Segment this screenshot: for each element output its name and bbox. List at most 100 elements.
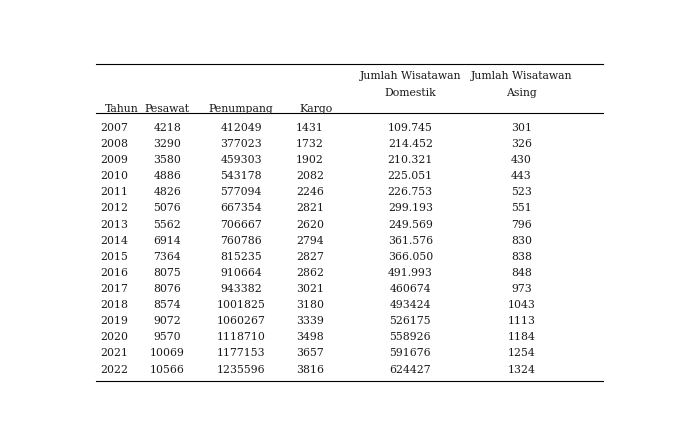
Text: 9072: 9072 xyxy=(153,316,181,326)
Text: 225.051: 225.051 xyxy=(388,171,433,181)
Text: 1902: 1902 xyxy=(296,155,324,165)
Text: Penumpang: Penumpang xyxy=(209,104,273,114)
Text: 2082: 2082 xyxy=(296,171,324,181)
Text: 1324: 1324 xyxy=(507,364,535,375)
Text: 299.193: 299.193 xyxy=(388,203,433,213)
Text: 366.050: 366.050 xyxy=(387,252,433,262)
Text: 591676: 591676 xyxy=(389,348,431,358)
Text: 551: 551 xyxy=(511,203,532,213)
Text: 443: 443 xyxy=(511,171,532,181)
Text: 526175: 526175 xyxy=(389,316,431,326)
Text: 2010: 2010 xyxy=(100,171,128,181)
Text: 459303: 459303 xyxy=(220,155,262,165)
Text: 210.321: 210.321 xyxy=(387,155,433,165)
Text: 2794: 2794 xyxy=(296,235,324,245)
Text: Domestik: Domestik xyxy=(385,88,436,98)
Text: 2018: 2018 xyxy=(100,300,128,310)
Text: 3339: 3339 xyxy=(296,316,324,326)
Text: 1177153: 1177153 xyxy=(217,348,265,358)
Text: 430: 430 xyxy=(511,155,532,165)
Text: 2015: 2015 xyxy=(100,252,128,262)
Text: 3657: 3657 xyxy=(296,348,324,358)
Text: 301: 301 xyxy=(511,123,532,133)
Text: 523: 523 xyxy=(511,187,532,197)
Text: 2022: 2022 xyxy=(100,364,128,375)
Text: Kargo: Kargo xyxy=(299,104,333,114)
Text: 249.569: 249.569 xyxy=(388,219,433,229)
Text: Jumlah Wisatawan: Jumlah Wisatawan xyxy=(359,71,461,81)
Text: 1184: 1184 xyxy=(507,332,535,342)
Text: 8075: 8075 xyxy=(153,268,181,278)
Text: Tahun: Tahun xyxy=(105,104,139,114)
Text: 2012: 2012 xyxy=(100,203,128,213)
Text: 2013: 2013 xyxy=(100,219,128,229)
Text: 838: 838 xyxy=(511,252,532,262)
Text: 8574: 8574 xyxy=(153,300,181,310)
Text: 491.993: 491.993 xyxy=(388,268,433,278)
Text: 1043: 1043 xyxy=(507,300,535,310)
Text: 9570: 9570 xyxy=(153,332,181,342)
Text: 1001825: 1001825 xyxy=(217,300,265,310)
Text: 3290: 3290 xyxy=(153,139,181,149)
Text: 2620: 2620 xyxy=(296,219,324,229)
Text: 624427: 624427 xyxy=(389,364,431,375)
Text: 1254: 1254 xyxy=(507,348,535,358)
Text: 6914: 6914 xyxy=(153,235,181,245)
Text: 2014: 2014 xyxy=(100,235,128,245)
Text: 2017: 2017 xyxy=(100,284,128,294)
Text: 2007: 2007 xyxy=(100,123,128,133)
Text: 796: 796 xyxy=(511,219,532,229)
Text: 2827: 2827 xyxy=(296,252,324,262)
Text: 1732: 1732 xyxy=(296,139,324,149)
Text: 2011: 2011 xyxy=(100,187,128,197)
Text: 1113: 1113 xyxy=(507,316,535,326)
Text: 3498: 3498 xyxy=(296,332,324,342)
Text: 4886: 4886 xyxy=(153,171,181,181)
Text: 1060267: 1060267 xyxy=(217,316,265,326)
Text: 3021: 3021 xyxy=(296,284,324,294)
Text: 577094: 577094 xyxy=(220,187,262,197)
Text: 943382: 943382 xyxy=(220,284,262,294)
Text: 10069: 10069 xyxy=(150,348,185,358)
Text: 109.745: 109.745 xyxy=(388,123,433,133)
Text: 1431: 1431 xyxy=(296,123,324,133)
Text: Jumlah Wisatawan: Jumlah Wisatawan xyxy=(471,71,572,81)
Text: 1235596: 1235596 xyxy=(217,364,265,375)
Text: 4218: 4218 xyxy=(153,123,181,133)
Text: 2020: 2020 xyxy=(100,332,128,342)
Text: 815235: 815235 xyxy=(220,252,262,262)
Text: 3180: 3180 xyxy=(296,300,324,310)
Text: 2016: 2016 xyxy=(100,268,128,278)
Text: 412049: 412049 xyxy=(220,123,262,133)
Text: Pesawat: Pesawat xyxy=(145,104,190,114)
Text: Asing: Asing xyxy=(506,88,537,98)
Text: 5562: 5562 xyxy=(153,219,181,229)
Text: 2862: 2862 xyxy=(296,268,324,278)
Text: 214.452: 214.452 xyxy=(388,139,433,149)
Text: 4826: 4826 xyxy=(153,187,181,197)
Text: 760786: 760786 xyxy=(220,235,262,245)
Text: 2821: 2821 xyxy=(296,203,324,213)
Text: 3580: 3580 xyxy=(153,155,181,165)
Text: 493424: 493424 xyxy=(389,300,431,310)
Text: 377023: 377023 xyxy=(220,139,262,149)
Text: 361.576: 361.576 xyxy=(388,235,433,245)
Text: 2021: 2021 xyxy=(100,348,128,358)
Text: 2019: 2019 xyxy=(100,316,128,326)
Text: 226.753: 226.753 xyxy=(388,187,433,197)
Text: 326: 326 xyxy=(511,139,532,149)
Text: 973: 973 xyxy=(511,284,532,294)
Text: 706667: 706667 xyxy=(220,219,262,229)
Text: 7364: 7364 xyxy=(153,252,181,262)
Text: 8076: 8076 xyxy=(153,284,181,294)
Text: 5076: 5076 xyxy=(153,203,181,213)
Text: 558926: 558926 xyxy=(389,332,431,342)
Text: 2246: 2246 xyxy=(296,187,324,197)
Text: 910664: 910664 xyxy=(220,268,262,278)
Text: 667354: 667354 xyxy=(220,203,262,213)
Text: 460674: 460674 xyxy=(389,284,431,294)
Text: 10566: 10566 xyxy=(150,364,185,375)
Text: 848: 848 xyxy=(511,268,532,278)
Text: 2008: 2008 xyxy=(100,139,128,149)
Text: 543178: 543178 xyxy=(220,171,262,181)
